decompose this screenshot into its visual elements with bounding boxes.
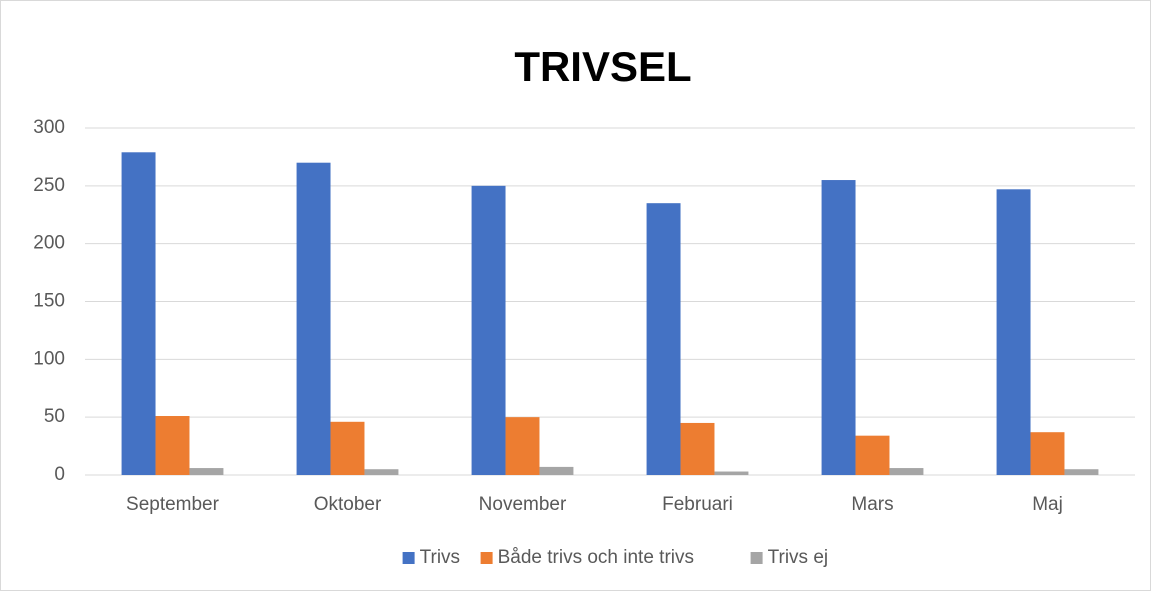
y-tick-label: 300: [33, 117, 65, 138]
bar: [1030, 432, 1065, 475]
bar: [296, 162, 331, 475]
x-tick-label: Mars: [851, 494, 893, 515]
legend-swatch: [480, 552, 493, 564]
legend-label: Trivs: [420, 547, 460, 568]
bar: [471, 185, 506, 476]
chart-title: TRIVSEL: [514, 43, 691, 90]
bar: [646, 203, 681, 475]
y-tick-label: 150: [33, 291, 65, 312]
bar: [714, 471, 749, 475]
x-tick-label: Februari: [662, 494, 733, 515]
bar: [505, 417, 540, 475]
bar: [855, 435, 890, 475]
bar: [189, 468, 224, 475]
bar: [155, 416, 190, 475]
x-tick-label: September: [126, 494, 220, 515]
x-tick-label: Maj: [1032, 494, 1063, 515]
bar: [364, 469, 399, 475]
bar: [821, 180, 856, 476]
x-tick-label: November: [479, 494, 567, 515]
y-tick-label: 0: [54, 464, 65, 485]
bar: [121, 152, 156, 476]
bar: [330, 421, 365, 475]
bar: [1064, 469, 1099, 475]
y-tick-label: 250: [33, 175, 65, 196]
legend-swatch: [402, 552, 415, 564]
legend-label: Både trivs och inte trivs: [498, 547, 694, 568]
bar: [680, 422, 715, 475]
legend-label: Trivs ej: [768, 547, 829, 568]
bar: [539, 466, 574, 475]
y-tick-label: 200: [33, 233, 65, 254]
x-tick-label: Oktober: [314, 494, 382, 515]
y-tick-label: 50: [44, 406, 65, 427]
bar: [996, 189, 1031, 475]
bar: [889, 468, 924, 475]
legend-swatch: [750, 552, 763, 564]
y-tick-label: 100: [33, 348, 65, 369]
